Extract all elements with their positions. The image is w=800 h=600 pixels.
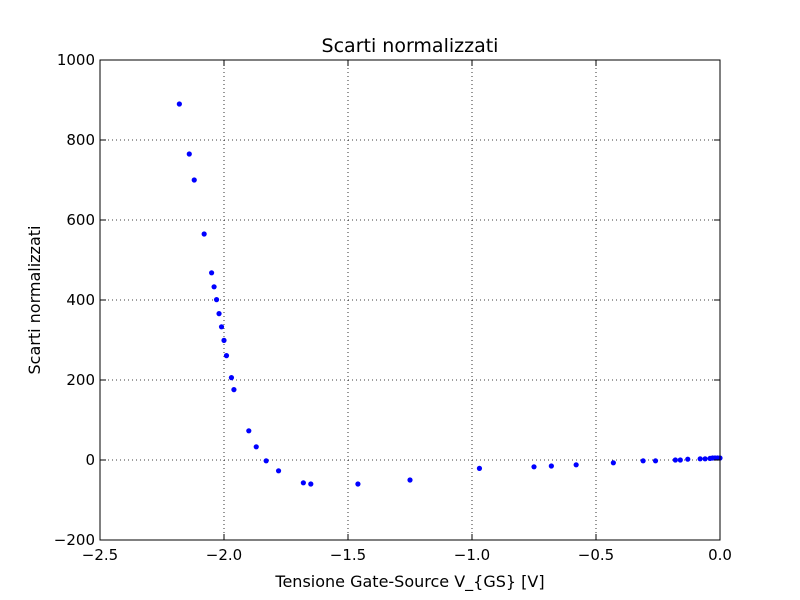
data-point <box>216 311 222 317</box>
data-point <box>186 151 192 157</box>
data-point <box>221 337 227 343</box>
data-point <box>355 481 361 487</box>
data-point <box>697 456 703 462</box>
data-point <box>407 477 413 483</box>
data-point <box>213 297 220 303</box>
y-tick-label: 800 <box>66 131 95 149</box>
data-point <box>253 444 259 450</box>
data-points <box>176 101 723 487</box>
y-tick-label: 400 <box>66 291 95 309</box>
data-point <box>209 270 215 276</box>
data-point <box>672 457 678 463</box>
grid-lines <box>100 60 720 540</box>
data-point <box>640 458 646 464</box>
data-point <box>176 101 182 107</box>
y-tick-label: 0 <box>85 451 95 469</box>
x-tick-label: 0.0 <box>708 546 732 564</box>
data-point <box>685 456 691 462</box>
data-point <box>275 468 282 474</box>
data-point <box>610 460 616 466</box>
data-point <box>218 324 225 330</box>
x-tick-label: −2.0 <box>206 546 242 564</box>
data-point <box>201 231 207 237</box>
x-axis-title: Tensione Gate-Source V_{GS} [V] <box>274 572 544 592</box>
data-point <box>677 457 683 463</box>
data-point <box>191 177 197 183</box>
y-tick-label: 200 <box>66 371 95 389</box>
data-point <box>263 458 269 464</box>
data-point <box>223 353 230 359</box>
data-point <box>702 456 708 462</box>
y-tick-label: −200 <box>54 531 95 549</box>
x-tick-label: −2.5 <box>82 546 118 564</box>
data-point <box>228 375 235 381</box>
x-tick-label: −0.5 <box>578 546 614 564</box>
y-tick-label: 1000 <box>57 51 95 69</box>
data-point <box>231 387 237 393</box>
data-point <box>476 465 483 471</box>
data-point <box>652 458 659 464</box>
y-axis-title: Scarti normalizzati <box>25 226 44 375</box>
axis-ticks: −2.5 −2.0 −1.5 −1.0 −0.5 0.0 −200 0 200 400 600 800… <box>54 51 732 564</box>
data-point <box>211 284 217 290</box>
data-point <box>548 463 554 469</box>
data-point <box>300 480 306 486</box>
data-point <box>573 462 579 468</box>
data-point <box>531 464 537 470</box>
data-point <box>246 428 252 434</box>
x-tick-label: −1.0 <box>454 546 490 564</box>
x-tick-label: −1.5 <box>330 546 366 564</box>
chart-title: Scarti normalizzati <box>322 35 499 57</box>
y-tick-label: 600 <box>66 211 95 229</box>
data-point <box>308 481 314 487</box>
